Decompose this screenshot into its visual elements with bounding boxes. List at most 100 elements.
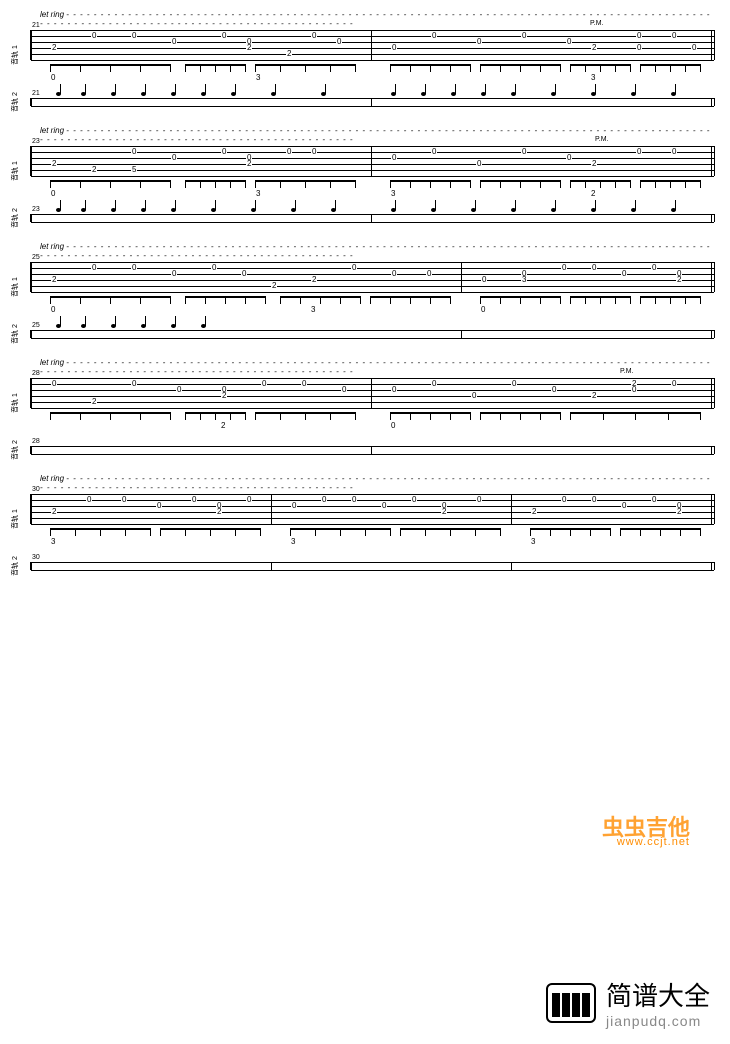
fret-number: 2 bbox=[246, 44, 252, 52]
fret-number: 0 bbox=[431, 148, 437, 156]
fret-number: 0 bbox=[171, 38, 177, 46]
fret-number: 0 bbox=[621, 502, 627, 510]
note-head bbox=[471, 208, 476, 212]
fret-number: 0 bbox=[156, 502, 162, 510]
fret-number: 0 bbox=[476, 496, 482, 504]
fret-number: 0 bbox=[336, 38, 342, 46]
note-head bbox=[631, 208, 636, 212]
bottom-fret: 0 bbox=[480, 306, 486, 314]
fret-number: 0 bbox=[511, 380, 517, 388]
rhythm-beams: 033 bbox=[30, 64, 715, 80]
fret-number: 0 bbox=[476, 160, 482, 168]
bottom-fret: 3 bbox=[530, 538, 536, 546]
system: let ring - - - - - - - - - - - - - - - -… bbox=[30, 126, 715, 222]
note-head bbox=[171, 208, 176, 212]
fret-number: 0 bbox=[591, 496, 597, 504]
note-head bbox=[111, 324, 116, 328]
fret-number: 0 bbox=[246, 496, 252, 504]
fret-number: 0 bbox=[621, 270, 627, 278]
note-head bbox=[201, 324, 206, 328]
note-head bbox=[671, 92, 676, 96]
fret-number: 5 bbox=[131, 166, 137, 174]
fret-number: 2 bbox=[216, 508, 222, 516]
track2-staff: 音轨 230 bbox=[30, 562, 715, 570]
track-label-2: 音轨 2 bbox=[10, 92, 20, 112]
bottom-fret: 2 bbox=[590, 190, 596, 198]
fret-number: 0 bbox=[651, 496, 657, 504]
pm-annotation: P.M. bbox=[595, 136, 609, 143]
note-head bbox=[451, 92, 456, 96]
fret-number: 3 bbox=[521, 276, 527, 284]
note-head bbox=[111, 208, 116, 212]
measure-number: 21 bbox=[32, 22, 40, 29]
rhythm-beams: 20 bbox=[30, 412, 715, 428]
fret-number: 0 bbox=[636, 32, 642, 40]
track-label-1: 音轨 1 bbox=[10, 393, 20, 413]
fret-number: 0 bbox=[691, 44, 697, 52]
fret-number: 2 bbox=[51, 508, 57, 516]
bottom-fret: 2 bbox=[220, 422, 226, 430]
fret-number: 0 bbox=[131, 380, 137, 388]
fret-number: 0 bbox=[521, 148, 527, 156]
fret-number: 0 bbox=[241, 270, 247, 278]
measure-number: 30 bbox=[32, 486, 40, 493]
fret-number: 2 bbox=[286, 50, 292, 58]
fret-number: 0 bbox=[651, 264, 657, 272]
track1-staff: 音轨 123P.M.2205000200000002000332 bbox=[30, 146, 715, 196]
note-head bbox=[391, 208, 396, 212]
bottom-fret: 3 bbox=[50, 538, 56, 546]
note-head bbox=[201, 92, 206, 96]
note-head bbox=[251, 208, 256, 212]
pm-annotation: P.M. bbox=[590, 20, 604, 27]
system: let ring - - - - - - - - - - - - - - - -… bbox=[30, 10, 715, 106]
fret-number: 0 bbox=[481, 276, 487, 284]
fret-number: 2 bbox=[51, 160, 57, 168]
note-head bbox=[81, 324, 86, 328]
track-label-2: 音轨 2 bbox=[10, 556, 20, 576]
fret-number: 0 bbox=[261, 380, 267, 388]
fret-number: 2 bbox=[91, 398, 97, 406]
bottom-fret: 3 bbox=[590, 74, 596, 82]
fret-number: 0 bbox=[221, 32, 227, 40]
note-head bbox=[551, 208, 556, 212]
note-head bbox=[391, 92, 396, 96]
track2-staff: 音轨 223 bbox=[30, 214, 715, 222]
measure-number: 28 bbox=[32, 438, 40, 445]
note-head bbox=[111, 92, 116, 96]
fret-number: 2 bbox=[591, 160, 597, 168]
let-ring-annotation: let ring - - - - - - - - - - - - - - - -… bbox=[40, 126, 715, 144]
track2-staff: 音轨 225 bbox=[30, 330, 715, 338]
fret-number: 0 bbox=[351, 264, 357, 272]
track-label-1: 音轨 1 bbox=[10, 45, 20, 65]
piano-icon bbox=[546, 983, 596, 1023]
fret-number: 0 bbox=[311, 32, 317, 40]
fret-number: 2 bbox=[676, 508, 682, 516]
track1-staff: 音轨 12520000022000003000002030 bbox=[30, 262, 715, 312]
fret-number: 0 bbox=[591, 264, 597, 272]
note-head bbox=[141, 92, 146, 96]
bottom-fret: 0 bbox=[390, 422, 396, 430]
fret-number: 0 bbox=[86, 496, 92, 504]
fret-number: 0 bbox=[221, 148, 227, 156]
note-head bbox=[271, 92, 276, 96]
fret-number: 0 bbox=[391, 44, 397, 52]
fret-number: 0 bbox=[671, 148, 677, 156]
note-head bbox=[591, 92, 596, 96]
fret-number: 0 bbox=[121, 496, 127, 504]
track2-staff: 音轨 228 bbox=[30, 446, 715, 454]
bottom-fret: 3 bbox=[255, 74, 261, 82]
note-head bbox=[171, 92, 176, 96]
footer-title: 简谱大全 bbox=[606, 976, 710, 1013]
fret-number: 0 bbox=[351, 496, 357, 504]
note-head bbox=[211, 208, 216, 212]
fret-number: 0 bbox=[521, 32, 527, 40]
fret-number: 2 bbox=[91, 166, 97, 174]
note-head bbox=[431, 208, 436, 212]
note-head bbox=[481, 92, 486, 96]
measure-number: 21 bbox=[32, 90, 40, 97]
note-head bbox=[421, 92, 426, 96]
note-head bbox=[331, 208, 336, 212]
track1-staff: 音轨 13020000020000000202000002333 bbox=[30, 494, 715, 544]
track-label-2: 音轨 2 bbox=[10, 208, 20, 228]
measure-number: 28 bbox=[32, 370, 40, 377]
